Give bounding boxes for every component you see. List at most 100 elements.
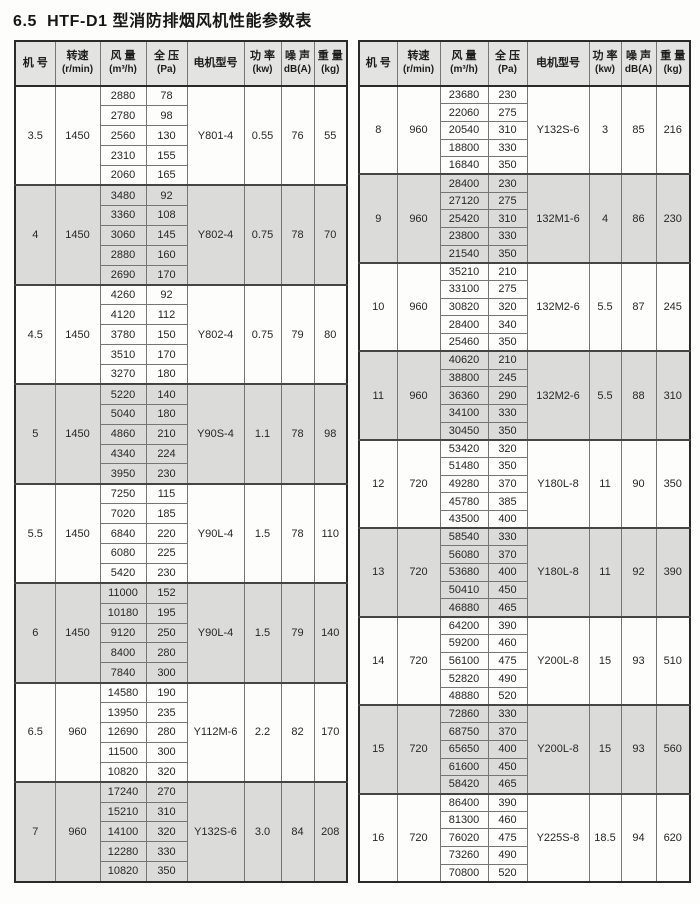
motor-model-cell: Y180L-8 bbox=[526, 438, 590, 529]
fan-no-cell: 4 bbox=[14, 184, 56, 286]
airflow-cell: 30450 bbox=[439, 421, 489, 441]
airflow-cell: 5420 bbox=[99, 562, 147, 584]
pressure-cell: 385 bbox=[487, 492, 528, 511]
power-cell: 18.5 bbox=[588, 792, 622, 883]
table-row: 18800 330 bbox=[359, 138, 690, 158]
table-row: 4340 224 bbox=[15, 443, 347, 465]
airflow-cell: 20540 bbox=[439, 120, 489, 140]
pressure-cell: 320 bbox=[145, 761, 188, 783]
pressure-cell: 310 bbox=[487, 120, 528, 140]
noise-cell: 88 bbox=[620, 350, 657, 441]
pressure-cell: 170 bbox=[145, 344, 188, 365]
power-cell: 0.75 bbox=[243, 283, 282, 385]
column-header: 风 量 (m³/h) bbox=[439, 40, 489, 87]
airflow-cell: 3270 bbox=[99, 363, 147, 385]
page-title: 6.5 HTF-D1 型消防排烟风机性能参数表 bbox=[13, 13, 312, 30]
motor-model-cell: Y200L-8 bbox=[526, 704, 590, 795]
airflow-cell: 7840 bbox=[99, 662, 147, 684]
fan-no-cell: 6.5 bbox=[14, 681, 56, 783]
airflow-cell: 23800 bbox=[439, 227, 489, 246]
power-cell: 4 bbox=[588, 173, 622, 264]
column-label: 重 量 bbox=[660, 50, 686, 63]
weight-cell: 55 bbox=[313, 85, 348, 186]
table-row: 16 720 86400 390 Y225S-8 18.5 94 620 bbox=[358, 792, 691, 883]
airflow-cell: 13950 bbox=[99, 702, 147, 723]
weight-cell: 140 bbox=[313, 582, 348, 684]
pressure-cell: 140 bbox=[145, 383, 188, 405]
pressure-cell: 290 bbox=[487, 386, 528, 405]
column-unit: (Pa) bbox=[498, 64, 517, 76]
fan-no-cell: 15 bbox=[358, 704, 398, 795]
airflow-cell: 35210 bbox=[439, 261, 489, 282]
speed-cell: 720 bbox=[396, 615, 441, 706]
table-row: 5 1450 5220 140 Y90S-4 1.1 78 98 bbox=[14, 383, 348, 485]
motor-model-cell: Y802-4 bbox=[186, 283, 245, 385]
airflow-cell: 12280 bbox=[99, 841, 147, 863]
pressure-cell: 490 bbox=[487, 669, 528, 688]
airflow-cell: 52820 bbox=[439, 669, 489, 688]
table-row: 50410 450 bbox=[359, 580, 690, 600]
table-row: 2880 160 bbox=[15, 244, 347, 266]
pressure-cell: 340 bbox=[487, 315, 528, 335]
table-row: 9120 250 bbox=[15, 622, 347, 644]
noise-cell: 78 bbox=[280, 184, 315, 286]
pressure-cell: 225 bbox=[145, 542, 188, 564]
column-label: 电机型号 bbox=[193, 56, 238, 69]
noise-cell: 94 bbox=[620, 792, 657, 883]
pressure-cell: 465 bbox=[487, 775, 528, 794]
table-row: 5.5 1450 7250 115 Y90L-4 1.5 78 110 bbox=[14, 482, 348, 584]
weight-cell: 70 bbox=[313, 184, 348, 286]
power-cell: 1.1 bbox=[243, 383, 282, 485]
weight-cell: 350 bbox=[655, 438, 691, 529]
speed-cell: 1450 bbox=[54, 283, 101, 385]
airflow-cell: 2690 bbox=[99, 264, 147, 286]
airflow-cell: 33100 bbox=[439, 280, 489, 299]
power-cell: 15 bbox=[588, 704, 622, 795]
pressure-cell: 275 bbox=[487, 103, 528, 122]
speed-cell: 960 bbox=[54, 781, 101, 883]
table-row: 5420 230 bbox=[15, 562, 347, 584]
power-cell: 1.5 bbox=[243, 582, 282, 684]
pressure-cell: 370 bbox=[487, 722, 528, 741]
table-row: 27120 275 bbox=[359, 191, 690, 211]
motor-model-cell: Y180L-8 bbox=[526, 527, 590, 618]
pressure-cell: 275 bbox=[487, 191, 528, 211]
power-cell: 0.55 bbox=[243, 85, 282, 186]
table-row: 4 1450 3480 92 Y802-4 0.75 78 70 bbox=[14, 184, 348, 286]
column-label: 风 量 bbox=[451, 50, 477, 63]
noise-cell: 92 bbox=[620, 527, 657, 618]
table-row: 68750 370 bbox=[359, 722, 690, 741]
pressure-cell: 115 bbox=[145, 482, 188, 505]
weight-cell: 80 bbox=[313, 283, 348, 385]
airflow-cell: 73260 bbox=[439, 846, 489, 865]
airflow-cell: 10820 bbox=[99, 861, 147, 883]
pressure-cell: 350 bbox=[487, 456, 528, 476]
table-row: 53680 400 bbox=[359, 563, 690, 582]
pressure-cell: 520 bbox=[487, 863, 528, 883]
table-row: 8 960 23680 230 Y132S-6 3 85 216 bbox=[358, 85, 691, 175]
table-row: 10820 320 bbox=[15, 761, 347, 783]
table-row: 15210 310 bbox=[15, 801, 347, 823]
airflow-cell: 46880 bbox=[439, 598, 489, 618]
pressure-cell: 230 bbox=[487, 85, 528, 105]
airflow-cell: 61600 bbox=[439, 757, 489, 777]
pressure-cell: 390 bbox=[487, 792, 528, 812]
noise-cell: 93 bbox=[620, 704, 657, 795]
motor-model-cell: Y802-4 bbox=[186, 184, 245, 286]
table-row: 7840 300 bbox=[15, 662, 347, 684]
column-header: 电机型号 bbox=[526, 40, 590, 87]
table-row: 15 720 72860 330 Y200L-8 15 93 560 bbox=[358, 704, 691, 795]
table-row: 10 960 35210 210 132M2-6 5.5 87 245 bbox=[358, 261, 691, 352]
airflow-cell: 27120 bbox=[439, 191, 489, 211]
column-unit: dB(A) bbox=[283, 64, 312, 76]
table-row: 2310 155 bbox=[15, 145, 347, 167]
motor-model-cell: Y90S-4 bbox=[186, 383, 245, 485]
motor-model-cell: Y90L-4 bbox=[186, 582, 245, 684]
table-row: 25420 310 bbox=[359, 209, 690, 228]
pressure-cell: 300 bbox=[145, 741, 188, 763]
airflow-cell: 3060 bbox=[99, 224, 147, 246]
pressure-cell: 190 bbox=[145, 681, 188, 704]
airflow-cell: 3950 bbox=[99, 463, 147, 485]
airflow-cell: 72860 bbox=[439, 704, 489, 724]
airflow-cell: 2560 bbox=[99, 125, 147, 147]
